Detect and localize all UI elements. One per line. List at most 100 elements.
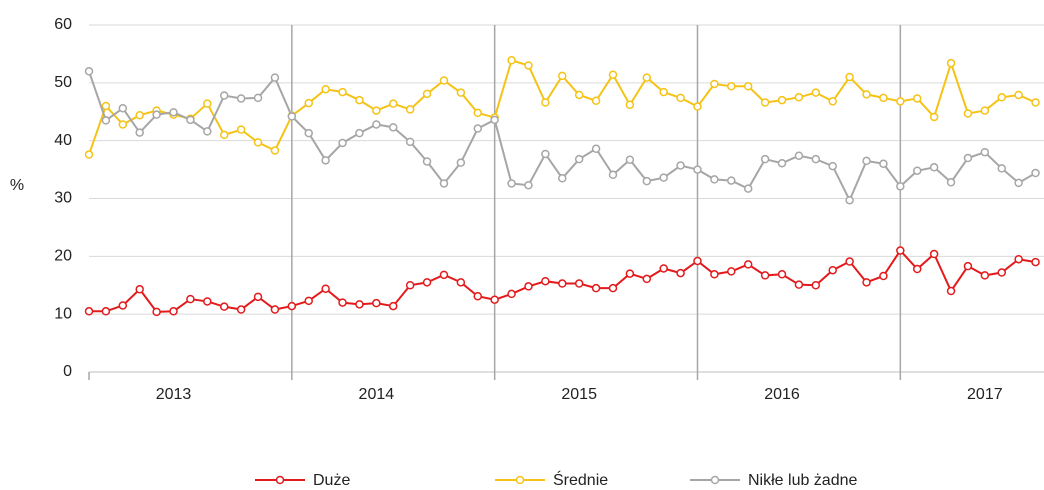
- point: [828, 161, 837, 171]
- point: [912, 94, 922, 103]
- point: [84, 307, 94, 316]
- point: [980, 106, 990, 115]
- point: [659, 87, 668, 97]
- point: [524, 61, 533, 70]
- point: [101, 101, 111, 111]
- point: [355, 300, 364, 309]
- point: [676, 93, 685, 103]
- point: [929, 163, 939, 172]
- point: [338, 298, 347, 307]
- point: [101, 116, 111, 125]
- point: [608, 170, 618, 180]
- point: [676, 161, 685, 170]
- point: [507, 56, 516, 65]
- point: [659, 264, 668, 273]
- point: [963, 261, 973, 271]
- point: [152, 307, 161, 317]
- x-tick-label: 2017: [967, 386, 1003, 403]
- point: [574, 90, 584, 100]
- point: [896, 97, 905, 106]
- point: [963, 153, 973, 163]
- point: [710, 270, 719, 279]
- point: [169, 108, 178, 117]
- point: [760, 154, 770, 164]
- legend-label: Średnie: [553, 470, 608, 489]
- point: [659, 173, 668, 182]
- point: [219, 91, 229, 100]
- point: [152, 110, 161, 119]
- point: [118, 301, 128, 310]
- point: [541, 98, 550, 107]
- point: [1031, 168, 1040, 178]
- point: [777, 95, 787, 105]
- point: [879, 93, 888, 103]
- point: [321, 284, 330, 293]
- point: [862, 278, 871, 287]
- point: [777, 158, 787, 168]
- point: [1031, 98, 1040, 107]
- point: [524, 282, 533, 291]
- point: [710, 175, 719, 184]
- point: [541, 276, 550, 286]
- point: [693, 165, 702, 174]
- point: [524, 180, 533, 190]
- point: [591, 144, 601, 154]
- point: [642, 73, 652, 82]
- point: [372, 106, 381, 115]
- point: [879, 159, 888, 169]
- point: [405, 105, 415, 114]
- point: [101, 307, 111, 316]
- point: [946, 178, 956, 187]
- point: [1014, 178, 1023, 188]
- point: [270, 73, 280, 82]
- point: [862, 90, 871, 99]
- point: [845, 72, 854, 82]
- point: [642, 274, 652, 284]
- y-tick-label: 50: [54, 74, 72, 91]
- y-tick-label: 60: [54, 16, 72, 33]
- y-tick-label: 40: [54, 132, 72, 149]
- point: [997, 93, 1006, 102]
- legend-marker: [275, 475, 285, 485]
- point: [625, 100, 635, 110]
- point: [608, 283, 618, 293]
- point: [304, 296, 313, 306]
- point: [980, 271, 990, 280]
- x-tick-label: 2016: [764, 386, 800, 403]
- point: [1031, 257, 1040, 267]
- point: [338, 87, 347, 97]
- point: [896, 182, 905, 191]
- point: [253, 292, 263, 302]
- point: [929, 249, 939, 259]
- point: [118, 120, 128, 129]
- point: [760, 271, 770, 280]
- point: [388, 99, 398, 108]
- legend-marker: [515, 475, 525, 485]
- point: [456, 88, 466, 97]
- plot-area: [84, 56, 1040, 317]
- point: [727, 82, 736, 91]
- point: [203, 127, 212, 136]
- point: [490, 115, 499, 125]
- point: [84, 150, 94, 159]
- point: [270, 305, 280, 314]
- y-tick-label: 10: [54, 305, 72, 322]
- y-axis-label: %: [10, 177, 24, 194]
- point: [473, 124, 483, 133]
- point: [845, 195, 854, 205]
- point: [473, 108, 483, 118]
- point: [558, 279, 567, 288]
- legend-label: Nikłe lub żadne: [748, 472, 858, 489]
- x-tick-label: 2014: [359, 386, 395, 403]
- point: [727, 267, 736, 276]
- point: [422, 89, 432, 99]
- point: [169, 307, 178, 316]
- point: [456, 158, 466, 167]
- point: [507, 179, 516, 188]
- point: [321, 156, 330, 165]
- point: [1014, 254, 1023, 264]
- point: [558, 174, 567, 183]
- point: [693, 256, 702, 266]
- point: [118, 104, 128, 113]
